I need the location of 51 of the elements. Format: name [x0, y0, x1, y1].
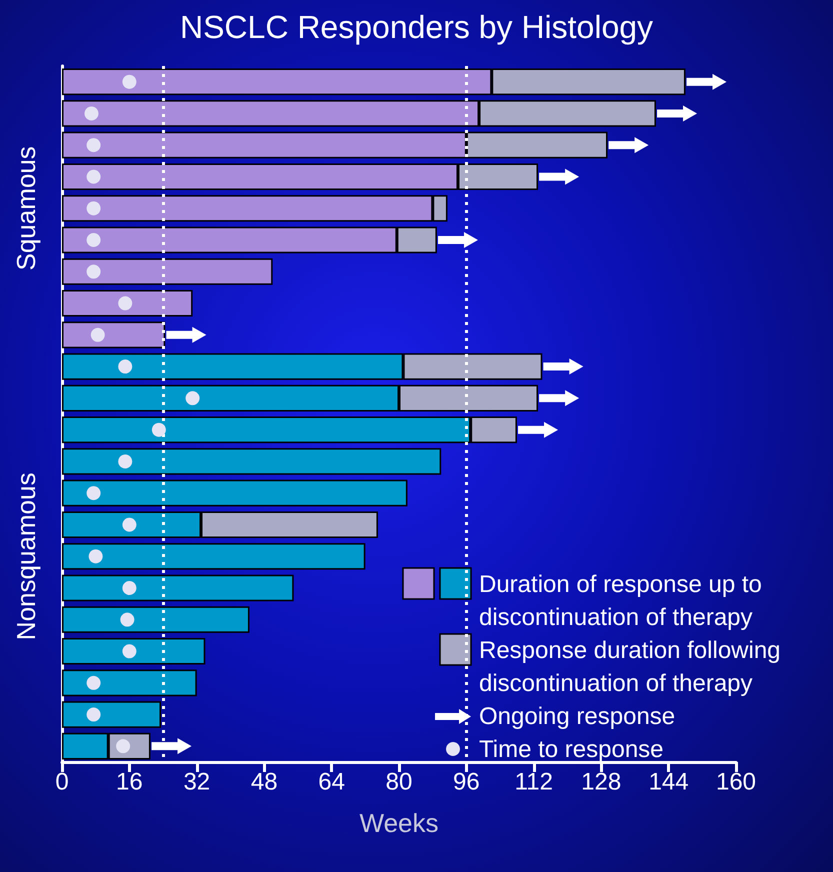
x-tick-label: 128	[581, 768, 622, 796]
bar	[62, 638, 206, 665]
point	[84, 106, 98, 120]
point	[122, 518, 136, 532]
x-tick-label: 32	[183, 768, 210, 796]
bar	[62, 290, 193, 317]
point	[186, 391, 200, 406]
bar	[62, 574, 294, 602]
point	[86, 201, 101, 216]
x-tick-label: 160	[716, 768, 756, 796]
bar	[62, 448, 442, 475]
point	[86, 486, 101, 500]
point	[122, 74, 136, 89]
legend-label: Ongoing response	[479, 703, 676, 730]
point	[86, 138, 101, 152]
point	[118, 296, 132, 310]
point	[86, 676, 101, 690]
point	[86, 170, 101, 184]
bar	[62, 480, 408, 506]
x-axis-title: Weeks	[360, 808, 438, 838]
point	[118, 454, 132, 468]
x-tick-label: 48	[250, 768, 278, 796]
text: Squamous	[11, 146, 41, 271]
bar	[62, 543, 366, 570]
legend-label: Duration of response up to discontinuation of therapy	[479, 571, 769, 631]
point	[122, 581, 136, 595]
point	[120, 612, 134, 627]
point	[122, 644, 136, 658]
text: Nonsquamous	[11, 472, 41, 640]
point	[88, 549, 103, 564]
bar	[62, 701, 161, 728]
point	[86, 264, 101, 279]
bar	[62, 258, 273, 285]
x-tick-label: 64	[318, 768, 345, 796]
x-tick-label: 0	[55, 768, 69, 796]
x-tick-label: 112	[514, 768, 553, 796]
point	[90, 328, 105, 342]
x-tick-label: 16	[116, 768, 143, 796]
chart-title: NSCLC Responders by Histology	[180, 9, 654, 45]
x-tick-label: 144	[648, 768, 689, 796]
bar	[62, 606, 250, 633]
point	[86, 708, 101, 722]
x-tick-label: 96	[453, 768, 480, 796]
legend-label: Time to response	[479, 736, 664, 763]
bar	[62, 670, 197, 696]
x-tick-label: 80	[386, 768, 412, 796]
legend-label: Response duration following discontinuation of therapy	[479, 637, 788, 697]
point	[118, 360, 132, 374]
point	[86, 233, 101, 247]
bar	[62, 322, 166, 348]
point	[152, 422, 166, 437]
